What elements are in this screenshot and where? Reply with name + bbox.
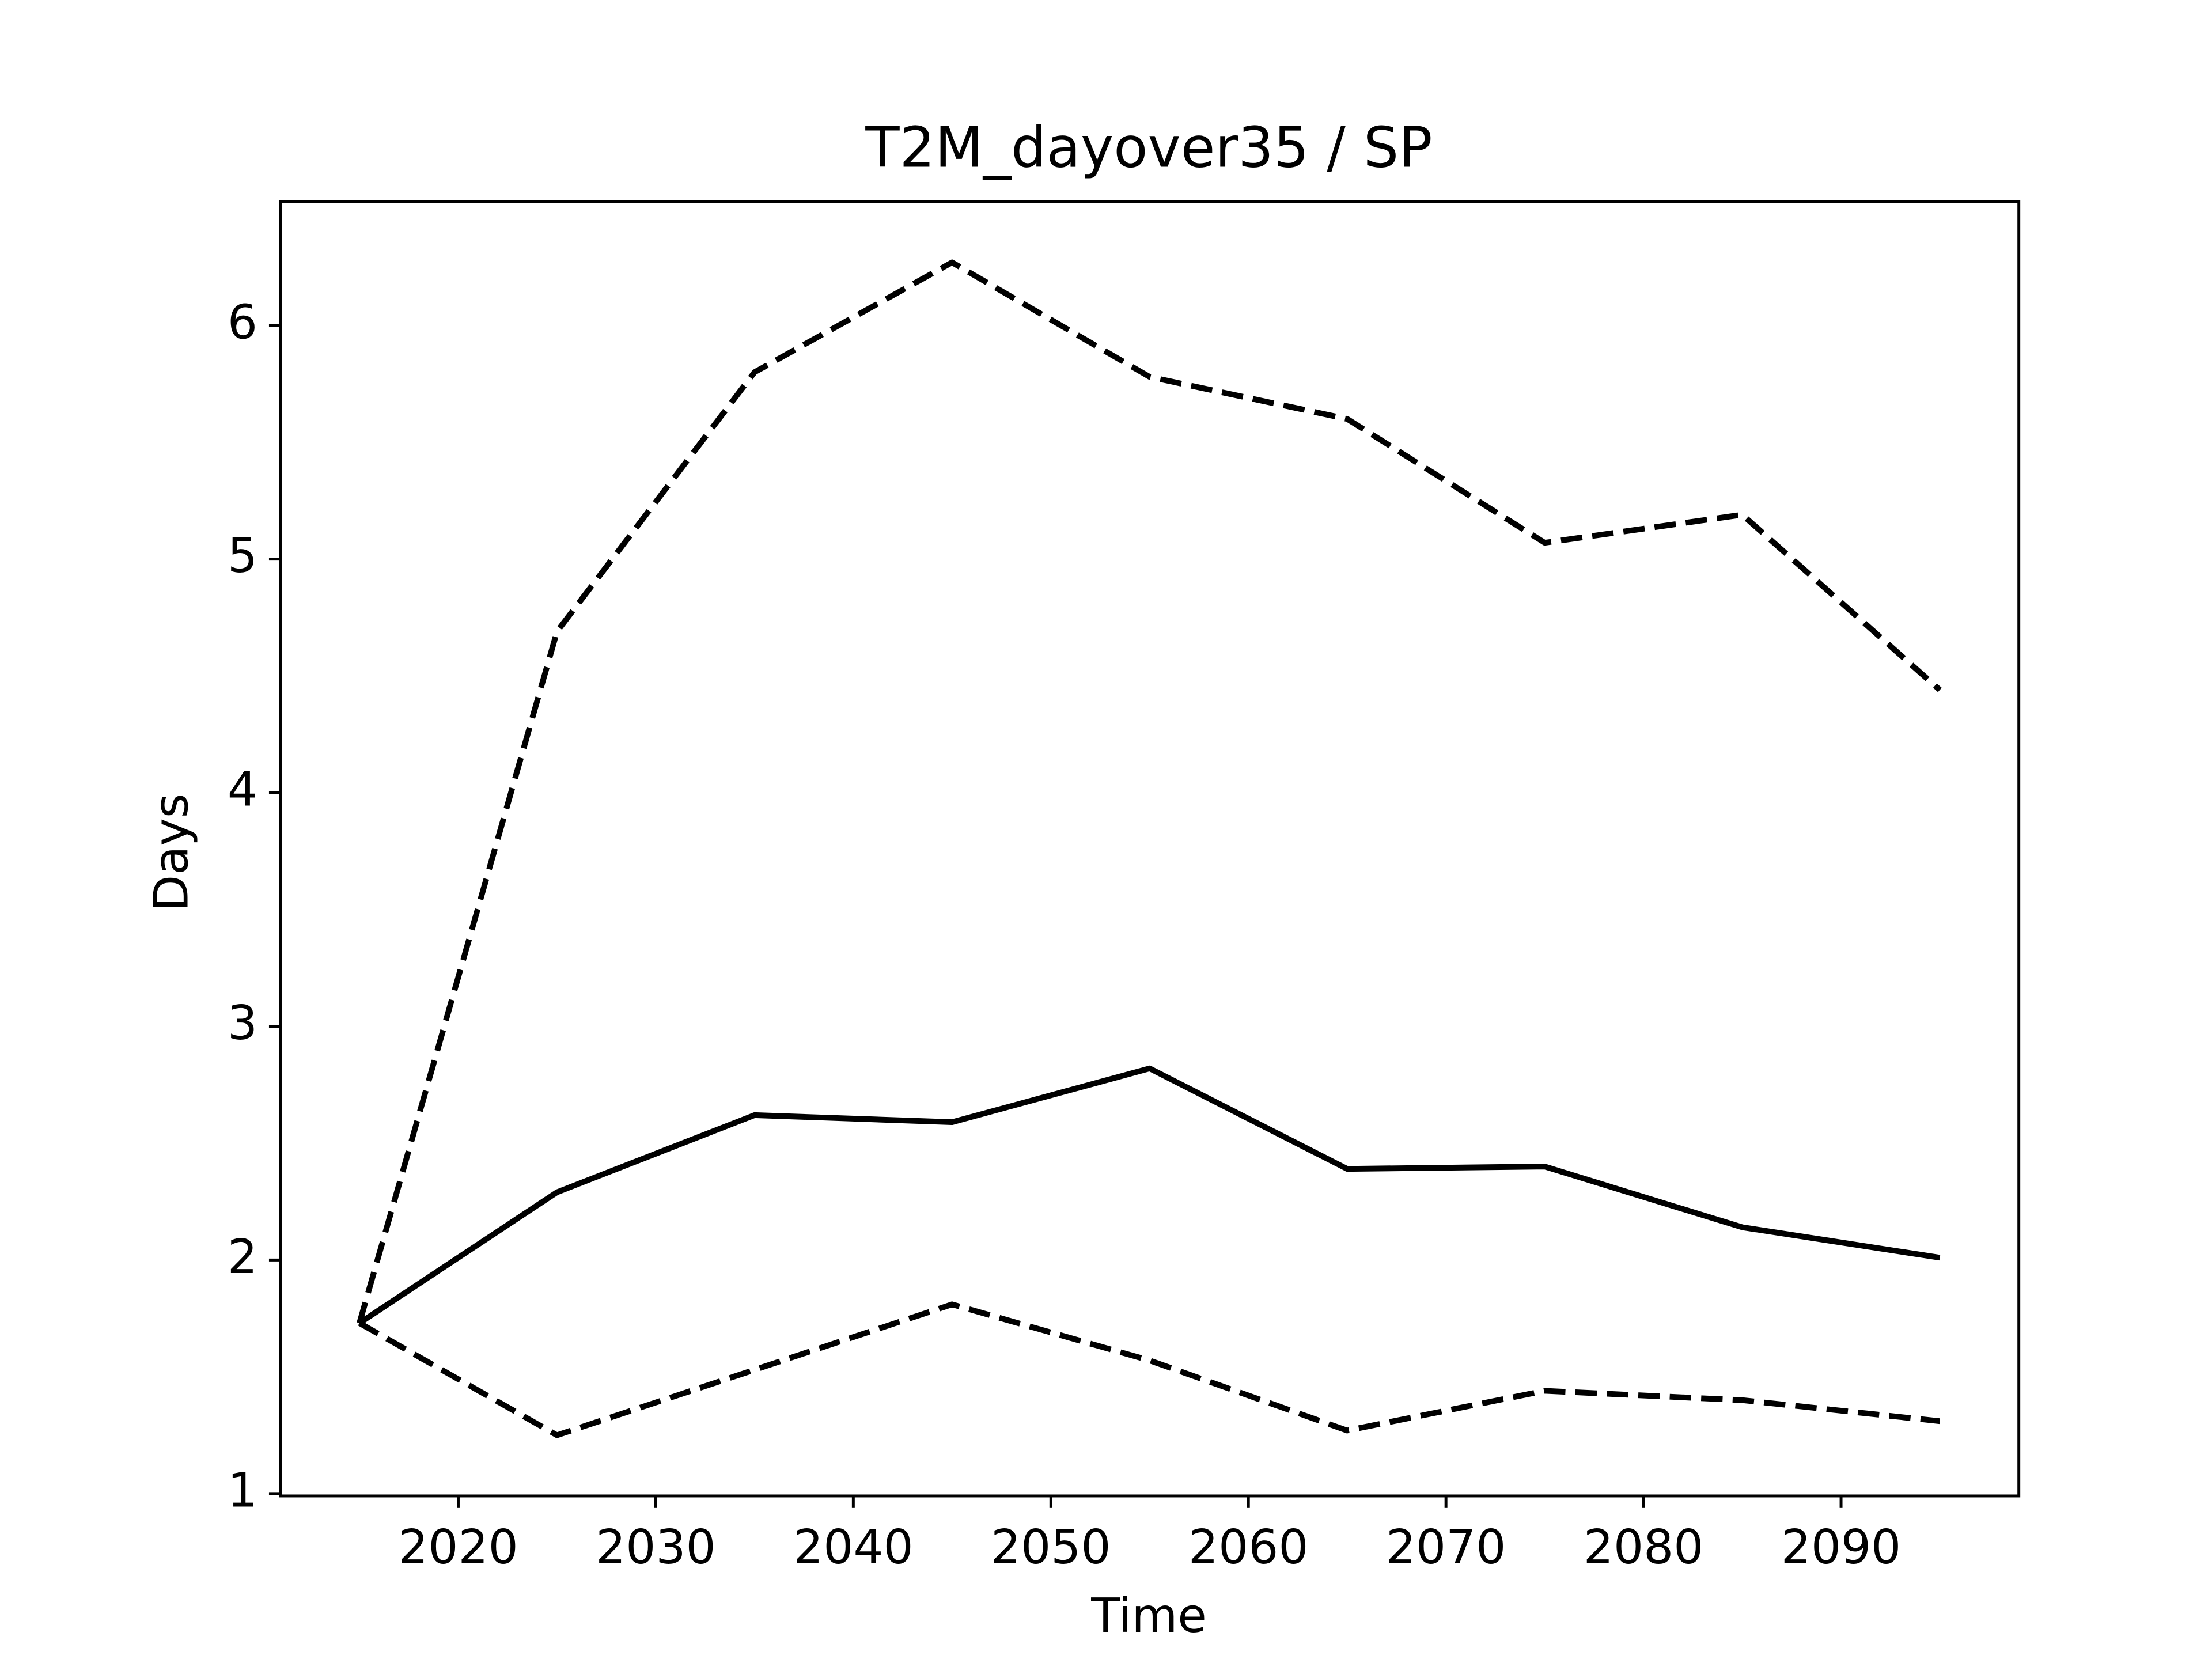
y-tick-label: 4 (228, 763, 257, 817)
y-axis-label: Days (144, 794, 199, 911)
x-tick-label: 2080 (1584, 1520, 1704, 1575)
x-tick-label: 2020 (398, 1520, 518, 1575)
y-tick-label: 5 (228, 529, 257, 584)
y-tick-label: 6 (228, 295, 257, 350)
x-tick-label: 2050 (991, 1520, 1111, 1575)
y-tick-label: 3 (228, 996, 257, 1051)
series-line (358, 1065, 1941, 1325)
y-tick-label: 2 (228, 1230, 257, 1285)
plot-frame (279, 200, 2021, 1498)
x-tick-label: 2090 (1781, 1520, 1902, 1575)
chart-title: T2M_dayover35 / SP (865, 115, 1432, 180)
x-tick-label: 2030 (596, 1520, 716, 1575)
y-tick-label: 1 (228, 1463, 257, 1518)
x-tick-label: 2060 (1188, 1520, 1309, 1575)
x-tick-label: 2040 (793, 1520, 914, 1575)
series-line (358, 1301, 1941, 1438)
x-axis-label: Time (1090, 1589, 1207, 1643)
x-tick-label: 2070 (1386, 1520, 1506, 1575)
series-line (357, 259, 1942, 1324)
